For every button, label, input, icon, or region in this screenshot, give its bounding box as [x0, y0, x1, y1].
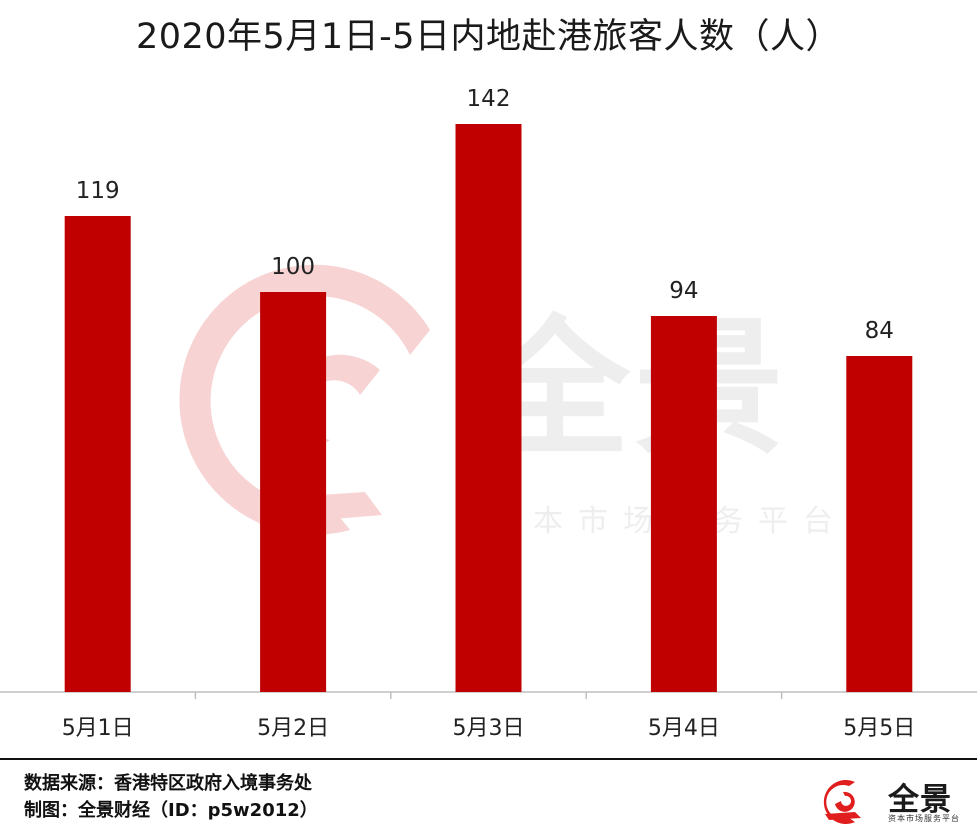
x-tick-label-2: 5月2日	[257, 716, 329, 741]
bar-2	[260, 292, 327, 692]
x-tick-label-1: 5月1日	[62, 716, 134, 741]
footer-notes: 数据来源：香港特区政府入境事务处 制图：全景财经（ID：p5w2012）	[24, 770, 318, 824]
x-tick-label-4: 5月4日	[648, 716, 720, 741]
quanjing-logo-icon[interactable]	[815, 774, 965, 828]
chart-author: 制图：全景财经（ID：p5w2012）	[24, 800, 318, 821]
bar-1	[64, 216, 131, 692]
chart-title: 2020年5月1日-5日内地赴港旅客人数（人）	[135, 17, 841, 57]
data-label-2: 100	[271, 254, 315, 280]
data-label-1: 119	[76, 178, 120, 204]
data-label-3: 142	[467, 86, 511, 112]
watermark-text: 全景	[480, 303, 789, 477]
footer-divider	[0, 758, 977, 760]
data-source: 数据来源：香港特区政府入境事务处	[24, 773, 312, 794]
data-label-5: 84	[865, 318, 894, 344]
bar-5	[846, 356, 913, 692]
brand-name: 全景	[888, 782, 952, 818]
bar-chart: 119 5月1日 100 5月2日 142 5月3日 94 5月4日 84 5月5日	[0, 86, 977, 741]
x-tick-label-3: 5月3日	[453, 716, 525, 741]
x-tick-label-5: 5月5日	[843, 716, 915, 741]
bar-4	[650, 316, 717, 692]
bar-3	[455, 124, 522, 692]
data-label-4: 94	[669, 278, 698, 304]
brand-tagline: 资本市场服务平台	[888, 814, 960, 823]
